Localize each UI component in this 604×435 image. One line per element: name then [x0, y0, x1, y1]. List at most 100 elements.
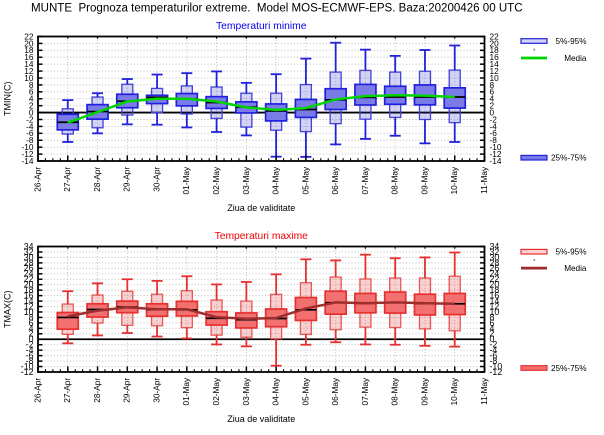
svg-text:16: 16 — [490, 291, 500, 301]
svg-text:01-May: 01-May — [181, 166, 191, 195]
svg-text:30: 30 — [24, 252, 34, 262]
svg-text:04-May: 04-May — [271, 166, 281, 195]
svg-text:30-Apr: 30-Apr — [151, 167, 161, 192]
svg-text:25%-75%: 25%-75% — [551, 154, 587, 163]
svg-text:0: 0 — [490, 107, 495, 117]
svg-text:10: 10 — [490, 73, 500, 83]
svg-text:-8: -8 — [26, 135, 34, 145]
svg-text:-8: -8 — [490, 135, 498, 145]
svg-text:29-Apr: 29-Apr — [122, 167, 132, 192]
svg-text:29-Apr: 29-Apr — [122, 378, 132, 403]
svg-text:04-May: 04-May — [271, 377, 281, 406]
svg-text:26: 26 — [490, 263, 500, 273]
svg-text:-10: -10 — [22, 142, 34, 152]
svg-text:5%-95%: 5%-95% — [556, 37, 587, 46]
svg-text:03-May: 03-May — [241, 377, 251, 406]
svg-text:14: 14 — [490, 59, 500, 69]
svg-text:-10: -10 — [490, 142, 502, 152]
svg-text:Media: Media — [564, 54, 587, 63]
svg-text:28: 28 — [24, 258, 34, 268]
svg-text:TMIN(C): TMIN(C) — [3, 82, 13, 117]
svg-text:4: 4 — [490, 94, 495, 104]
svg-text:01-May: 01-May — [181, 377, 191, 406]
svg-text:0: 0 — [29, 334, 34, 344]
svg-text:12: 12 — [24, 66, 34, 76]
svg-text:32: 32 — [490, 247, 500, 257]
svg-text:Media: Media — [564, 264, 587, 273]
svg-text:10: 10 — [24, 307, 34, 317]
svg-text:18: 18 — [490, 45, 500, 55]
svg-text:05-May: 05-May — [300, 166, 310, 195]
svg-text:6: 6 — [490, 318, 495, 328]
svg-text:10-May: 10-May — [449, 166, 459, 195]
svg-text:11-May: 11-May — [479, 377, 489, 405]
svg-text:0: 0 — [29, 107, 34, 117]
svg-text:4: 4 — [29, 94, 34, 104]
svg-text:28: 28 — [490, 258, 500, 268]
svg-text:8: 8 — [490, 312, 495, 322]
svg-text:2: 2 — [29, 101, 34, 111]
svg-text:26-Apr: 26-Apr — [32, 167, 42, 192]
svg-text:16: 16 — [490, 52, 500, 62]
svg-text:6: 6 — [490, 87, 495, 97]
svg-text:6: 6 — [29, 318, 34, 328]
svg-text:-2: -2 — [26, 340, 34, 350]
svg-text:02-May: 02-May — [211, 166, 221, 195]
svg-text:-12: -12 — [490, 367, 503, 377]
svg-text:34: 34 — [490, 241, 500, 251]
svg-text:0: 0 — [490, 334, 495, 344]
svg-text:-6: -6 — [490, 351, 498, 361]
svg-text:5%-95%: 5%-95% — [556, 248, 587, 257]
svg-text:20: 20 — [24, 280, 34, 290]
svg-text:07-May: 07-May — [360, 377, 370, 406]
svg-text:28-Apr: 28-Apr — [92, 167, 102, 192]
svg-text:-14: -14 — [490, 156, 502, 166]
svg-text:-10: -10 — [21, 361, 34, 371]
svg-text:09-May: 09-May — [419, 377, 429, 406]
svg-text:32: 32 — [24, 247, 34, 257]
svg-text:TMAX(C): TMAX(C) — [3, 291, 13, 329]
svg-text:-12: -12 — [490, 149, 502, 159]
svg-text:07-May: 07-May — [360, 166, 370, 195]
svg-text:-6: -6 — [490, 128, 498, 138]
svg-text:30: 30 — [490, 252, 500, 262]
svg-text:22: 22 — [490, 274, 500, 284]
svg-text:22: 22 — [24, 31, 34, 41]
svg-text:-14: -14 — [22, 156, 34, 166]
svg-text:14: 14 — [490, 296, 500, 306]
svg-text:-8: -8 — [490, 356, 498, 366]
svg-text:-4: -4 — [490, 121, 498, 131]
svg-text:8: 8 — [29, 312, 34, 322]
svg-text:27-Apr: 27-Apr — [62, 167, 72, 192]
svg-text:28-Apr: 28-Apr — [92, 378, 102, 403]
svg-text:27-Apr: 27-Apr — [62, 378, 72, 403]
svg-text:24: 24 — [24, 269, 34, 279]
svg-text:20: 20 — [24, 38, 34, 48]
svg-text:-12: -12 — [21, 367, 34, 377]
svg-text:18: 18 — [24, 285, 34, 295]
svg-text:10: 10 — [490, 307, 500, 317]
svg-text:-6: -6 — [26, 351, 34, 361]
svg-text:18: 18 — [490, 285, 500, 295]
svg-text:Ziua de validitate: Ziua de validitate — [227, 203, 295, 213]
svg-text:08-May: 08-May — [390, 377, 400, 406]
svg-text:11-May: 11-May — [479, 166, 489, 194]
svg-text:10: 10 — [24, 73, 34, 83]
svg-text:05-May: 05-May — [300, 377, 310, 406]
svg-text:-2: -2 — [490, 114, 498, 124]
svg-text:Temperaturi minime: Temperaturi minime — [216, 21, 307, 32]
svg-text:2: 2 — [29, 329, 34, 339]
svg-text:06-May: 06-May — [330, 377, 340, 406]
svg-text:-4: -4 — [490, 345, 498, 355]
svg-text:2: 2 — [490, 101, 495, 111]
svg-text:20: 20 — [490, 280, 500, 290]
svg-text:26: 26 — [24, 263, 34, 273]
svg-text:18: 18 — [24, 45, 34, 55]
svg-text:22: 22 — [24, 274, 34, 284]
svg-text:08-May: 08-May — [390, 166, 400, 195]
svg-text:22: 22 — [490, 31, 500, 41]
svg-text:12: 12 — [490, 66, 500, 76]
svg-text:25%-75%: 25%-75% — [551, 364, 587, 373]
svg-text:16: 16 — [24, 52, 34, 62]
svg-text:34: 34 — [24, 241, 34, 251]
